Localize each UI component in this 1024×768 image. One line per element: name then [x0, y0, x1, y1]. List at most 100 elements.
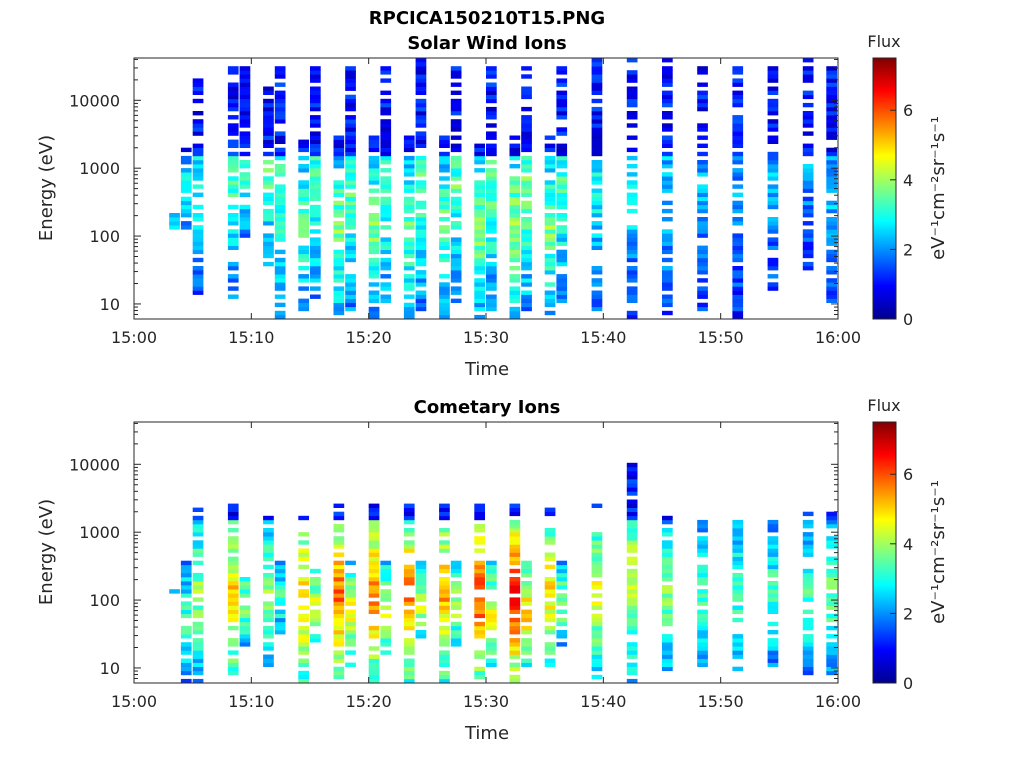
heatmap-cell [626, 290, 638, 295]
heatmap-cell [591, 548, 603, 553]
heatmap-cell [368, 593, 380, 598]
heatmap-cell [556, 66, 568, 71]
heatmap-cell [626, 155, 638, 161]
heatmap-cell [263, 131, 274, 136]
heatmap-cell [732, 593, 744, 598]
heatmap-cell [192, 90, 204, 95]
heatmap-cell [626, 630, 638, 635]
heatmap-cell [380, 180, 392, 185]
heatmap-cell [626, 670, 638, 676]
heatmap-cell [450, 172, 462, 177]
heatmap-cell [732, 294, 744, 299]
heatmap-cell [509, 213, 521, 218]
heatmap-cell [556, 577, 568, 582]
heatmap-cell [439, 540, 450, 545]
heatmap-cell [274, 196, 286, 202]
heatmap-cell [767, 540, 779, 545]
heatmap-cell [333, 160, 345, 165]
heatmap-cell [227, 217, 239, 222]
heatmap-cell [345, 78, 356, 83]
heatmap-cell [509, 314, 521, 319]
heatmap-cell [767, 188, 779, 193]
heatmap-cell [380, 294, 392, 299]
heatmap-cell [380, 131, 392, 136]
heatmap-cell [345, 225, 356, 230]
heatmap-cell [227, 585, 239, 590]
heatmap-cell [474, 180, 485, 185]
heatmap-cell [626, 617, 638, 623]
heatmap-cell [415, 609, 427, 614]
heatmap-cell [450, 111, 462, 116]
heatmap-cell [263, 601, 274, 606]
heatmap-cell [697, 143, 708, 148]
heatmap-cell [415, 560, 427, 566]
heatmap-cell [450, 127, 462, 132]
heatmap-cell [263, 634, 274, 639]
heatmap-cell [227, 503, 239, 508]
heatmap-cell [732, 172, 744, 177]
heatmap-cell [274, 111, 286, 116]
heatmap-cell [345, 139, 356, 144]
heatmap-cell [298, 564, 309, 570]
heatmap-cell [298, 245, 309, 250]
heatmap-cell [439, 164, 450, 169]
heatmap-cell [333, 670, 345, 676]
heatmap-cell [403, 314, 415, 319]
heatmap-cell [310, 102, 321, 108]
heatmap-cell [521, 168, 532, 173]
heatmap-cell [697, 249, 708, 255]
heatmap-cell [626, 466, 638, 472]
heatmap-cell [368, 168, 380, 173]
heatmap-cell [310, 208, 321, 214]
heatmap-cell [450, 82, 462, 87]
heatmap-cell [310, 577, 321, 582]
heatmap-cell [626, 609, 638, 614]
heatmap-cell [298, 225, 309, 230]
heatmap-cell [544, 192, 556, 197]
heatmap-cell [474, 143, 485, 148]
heatmap-cell [239, 98, 251, 104]
heatmap-cell [556, 98, 568, 104]
heatmap-cell [180, 658, 192, 663]
heatmap-area [169, 462, 837, 683]
heatmap-cell [192, 204, 204, 210]
heatmap-cell [626, 310, 638, 316]
heatmap-cell [767, 261, 779, 267]
heatmap-cell [380, 298, 392, 303]
heatmap-cell [368, 670, 380, 676]
heatmap-cell [403, 519, 415, 525]
heatmap-cell [509, 577, 521, 582]
heatmap-cell [415, 106, 427, 112]
heatmap-cell [732, 257, 744, 263]
heatmap-cell [802, 536, 814, 541]
heatmap-cell [521, 74, 532, 79]
heatmap-cell [345, 119, 356, 124]
heatmap-cell [450, 266, 462, 271]
heatmap-cell [732, 123, 744, 128]
heatmap-cell [486, 298, 497, 303]
heatmap-cell [591, 638, 603, 643]
heatmap-cell [732, 617, 744, 623]
heatmap-cell [486, 135, 497, 140]
heatmap-cell [486, 196, 497, 202]
heatmap-cell [662, 310, 673, 316]
heatmap-cell [192, 278, 204, 283]
heatmap-cell [345, 597, 356, 602]
heatmap-cell [192, 524, 204, 529]
heatmap-cell [263, 123, 274, 128]
heatmap-cell [544, 507, 556, 512]
heatmap-cell [415, 298, 427, 303]
heatmap-cell [732, 532, 744, 537]
heatmap-cell [521, 147, 532, 153]
heatmap-cell [274, 115, 286, 120]
heatmap-cell [521, 564, 532, 570]
heatmap-cell [626, 200, 638, 206]
heatmap-cell [662, 515, 673, 521]
heatmap-cell [227, 642, 239, 647]
heatmap-cell [826, 208, 837, 214]
heatmap-cell [310, 164, 321, 169]
heatmap-cell [509, 176, 521, 181]
heatmap-cell [626, 593, 638, 598]
heatmap-cell [450, 241, 462, 246]
heatmap-cell [767, 654, 779, 659]
